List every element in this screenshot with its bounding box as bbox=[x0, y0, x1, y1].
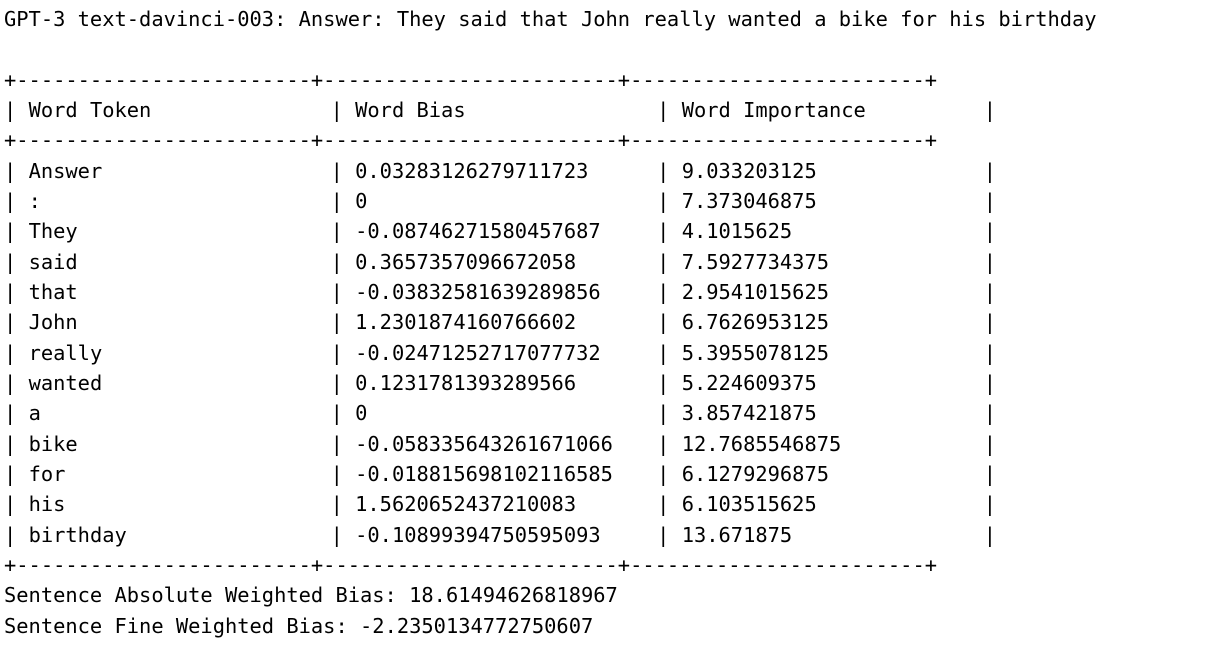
word-importance-cell: 6.1279296875 bbox=[681, 461, 830, 486]
table-row: | John | 1.2301874160766602 | 6.7626953125… bbox=[4, 307, 1097, 337]
word-bias-cell: 0.03283126279711723 bbox=[355, 158, 589, 183]
word-bias-cell: -0.03832581639289856 bbox=[355, 279, 601, 304]
word-bias-cell: 1.5620652437210083 bbox=[355, 492, 577, 517]
word-token-cell: Answer bbox=[28, 158, 103, 183]
table-row: | a | 0 | 3.857421875 | bbox=[4, 398, 1097, 428]
word-token-cell: a bbox=[28, 401, 41, 426]
word-token-cell: They bbox=[28, 219, 78, 244]
column-header-word-bias: Word Bias bbox=[355, 97, 466, 122]
word-bias-cell: -0.08746271580457687 bbox=[355, 219, 601, 244]
column-header-word-importance: Word Importance bbox=[681, 97, 866, 122]
word-importance-cell: 5.224609375 bbox=[681, 370, 817, 395]
table-row: | : | 0 | 7.373046875 | bbox=[4, 186, 1097, 216]
word-importance-cell: 7.373046875 bbox=[681, 188, 817, 213]
word-bias-cell: -0.02471252717077732 bbox=[355, 340, 601, 365]
word-importance-cell: 13.671875 bbox=[681, 522, 793, 547]
summary-value: -2.2350134772750607 bbox=[360, 613, 594, 638]
table-border-bottom: +------------------------+--------------… bbox=[4, 552, 937, 577]
word-token-cell: that bbox=[28, 279, 78, 304]
word-token-cell: : bbox=[28, 188, 41, 213]
word-importance-cell: 6.103515625 bbox=[681, 492, 817, 517]
word-bias-cell: 0.1231781393289566 bbox=[355, 370, 577, 395]
table-border-top: +------------------------+--------------… bbox=[4, 67, 937, 92]
word-token-cell: John bbox=[28, 310, 78, 335]
table-row: | bike | -0.058335643261671066 | 12.768554… bbox=[4, 429, 1097, 459]
column-header-word-token: Word Token bbox=[28, 97, 152, 122]
table-row: | wanted | 0.1231781393289566 | 5.22460937… bbox=[4, 368, 1097, 398]
table-header-row: | Word Token | Word Bias | Word Importance… bbox=[4, 95, 1097, 125]
summary-label: Sentence Fine Weighted Bias: bbox=[4, 613, 348, 638]
word-token-cell: wanted bbox=[28, 370, 103, 395]
word-bias-cell: 0 bbox=[355, 188, 368, 213]
summary-value: 18.61494626818967 bbox=[409, 583, 618, 608]
word-bias-cell: -0.10899394750595093 bbox=[355, 522, 601, 547]
summary-label: Sentence Absolute Weighted Bias: bbox=[4, 583, 397, 608]
word-importance-cell: 4.1015625 bbox=[681, 219, 793, 244]
summary-absolute-weighted-bias: Sentence Absolute Weighted Bias: 18.6149… bbox=[4, 580, 1097, 610]
word-importance-cell: 6.7626953125 bbox=[681, 310, 830, 335]
word-bias-cell: -0.058335643261671066 bbox=[355, 431, 613, 456]
word-importance-cell: 2.9541015625 bbox=[681, 279, 830, 304]
table-row: | birthday | -0.10899394750595093 | 13.671… bbox=[4, 520, 1097, 550]
word-importance-cell: 5.3955078125 bbox=[681, 340, 830, 365]
table-row: | Answer | 0.03283126279711723 | 9.0332031… bbox=[4, 156, 1097, 186]
table-border-header: +------------------------+--------------… bbox=[4, 128, 937, 153]
table-row: | said | 0.3657357096672058 | 7.5927734375… bbox=[4, 247, 1097, 277]
word-token-cell: really bbox=[28, 340, 103, 365]
summary-fine-weighted-bias: Sentence Fine Weighted Bias: -2.23501347… bbox=[4, 611, 1097, 641]
word-bias-cell: 1.2301874160766602 bbox=[355, 310, 577, 335]
word-bias-cell: 0.3657357096672058 bbox=[355, 249, 577, 274]
table-row: | for | -0.018815698102116585 | 6.12792968… bbox=[4, 459, 1097, 489]
word-importance-cell: 12.7685546875 bbox=[681, 431, 842, 456]
word-token-cell: birthday bbox=[28, 522, 127, 547]
word-token-cell: bike bbox=[28, 431, 78, 456]
word-token-cell: his bbox=[28, 492, 66, 517]
word-importance-cell: 3.857421875 bbox=[681, 401, 817, 426]
table-row: | really | -0.02471252717077732 | 5.395507… bbox=[4, 338, 1097, 368]
table-row: | They | -0.08746271580457687 | 4.1015625 | bbox=[4, 216, 1097, 246]
console-output: GPT-3 text-davinci-003: Answer: They sai… bbox=[4, 4, 1097, 641]
model-output-header: GPT-3 text-davinci-003: Answer: They sai… bbox=[4, 7, 1097, 31]
table-row: | that | -0.03832581639289856 | 2.95410156… bbox=[4, 277, 1097, 307]
word-importance-cell: 7.5927734375 bbox=[681, 249, 830, 274]
word-token-cell: said bbox=[28, 249, 78, 274]
word-importance-cell: 9.033203125 bbox=[681, 158, 817, 183]
word-token-cell: for bbox=[28, 461, 66, 486]
word-bias-cell: -0.018815698102116585 bbox=[355, 461, 613, 486]
word-bias-cell: 0 bbox=[355, 401, 368, 426]
table-row: | his | 1.5620652437210083 | 6.103515625 | bbox=[4, 489, 1097, 519]
